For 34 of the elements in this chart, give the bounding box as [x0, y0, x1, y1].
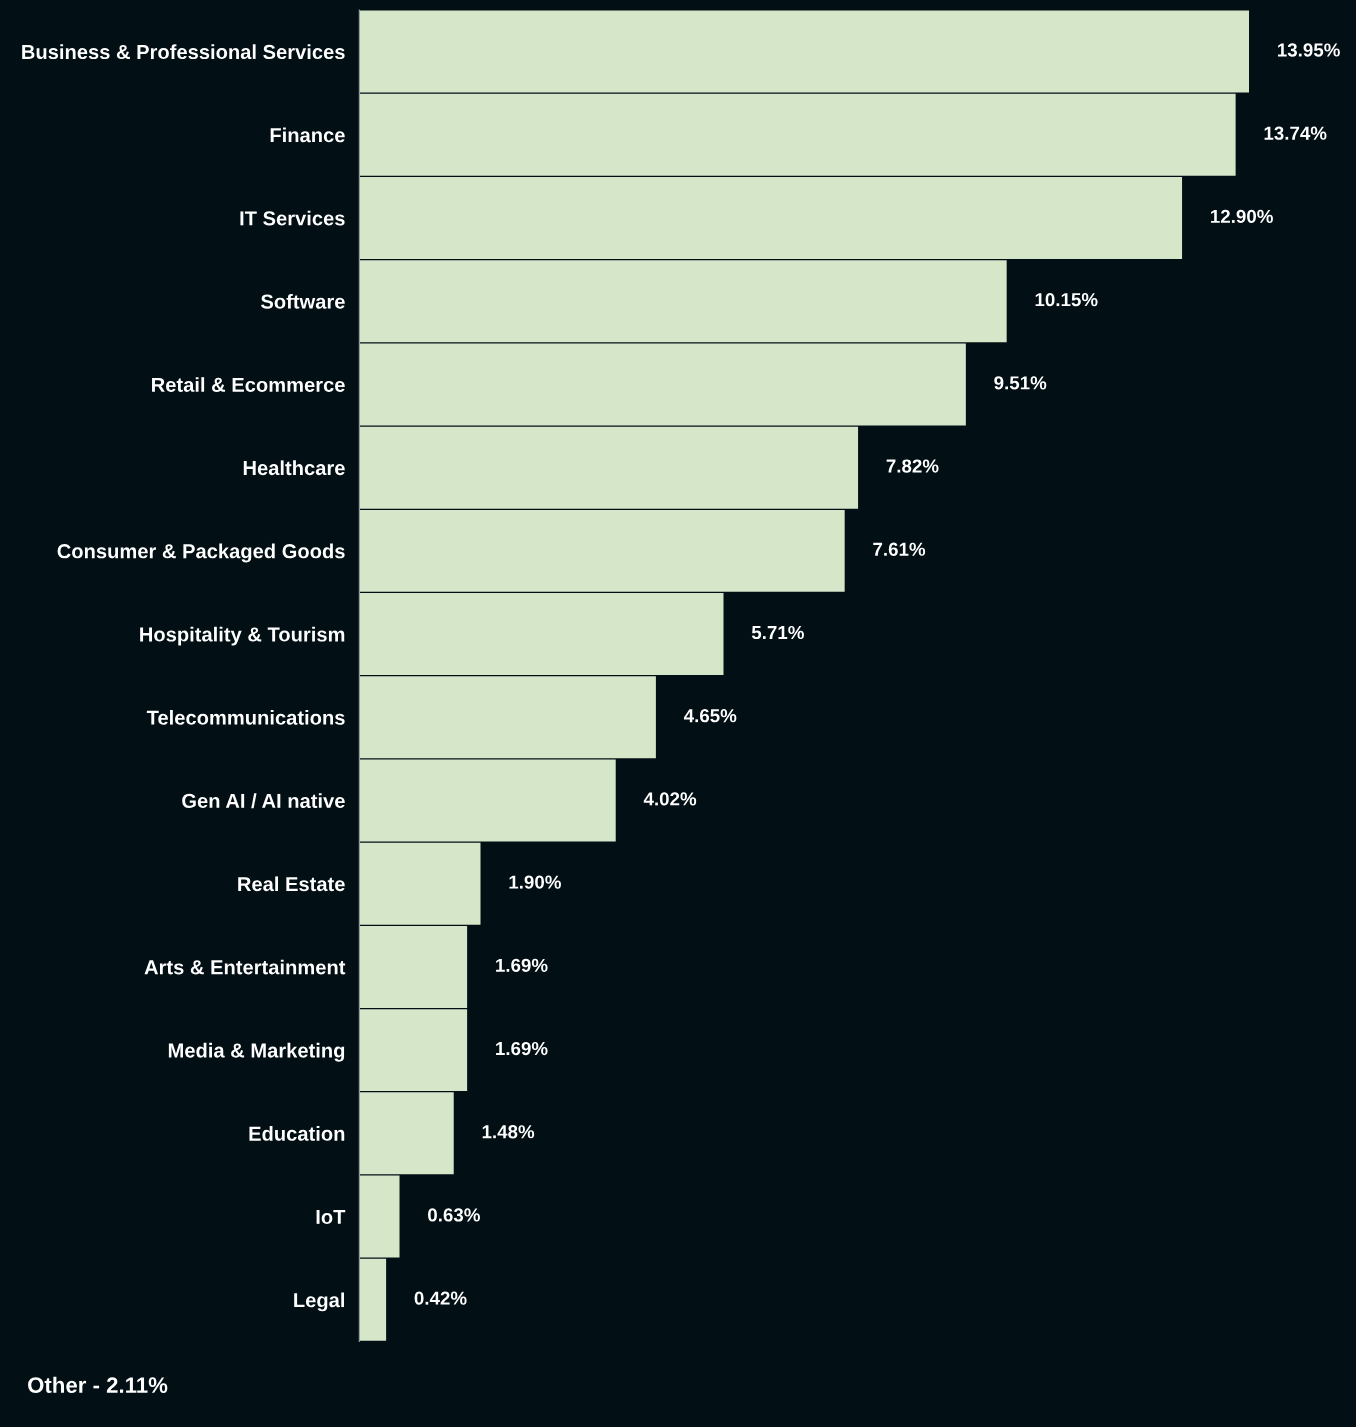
y-tick-label: Arts & Entertainment	[144, 959, 346, 975]
data-label: 1.69%	[496, 1041, 548, 1056]
data-label: 1.48%	[482, 1125, 535, 1139]
y-tick-label: Real Estate	[238, 876, 345, 892]
data-label: 4.65%	[683, 709, 737, 723]
data-label: 7.61%	[873, 542, 926, 556]
data-label: 9.51%	[994, 376, 1047, 390]
y-tick-label: Media & Marketing	[168, 1042, 345, 1062]
y-tick-label: IT Services	[240, 210, 345, 226]
text: Other - 2.11%	[28, 1376, 168, 1394]
y-tick-label: Legal	[294, 1292, 345, 1312]
data-label: 4.02%	[643, 792, 697, 806]
y-tick-label: Retail & Ecommerce	[152, 377, 345, 392]
data-label: 10.15%	[1035, 292, 1098, 307]
data-label: 0.42%	[414, 1291, 467, 1305]
y-tick-label: Healthcare	[243, 460, 345, 476]
data-label: 7.82%	[886, 459, 939, 473]
data-label: 13.74%	[1264, 126, 1327, 140]
y-tick-label: Education	[249, 1126, 345, 1141]
y-tick-label: Finance	[270, 127, 345, 143]
data-label: 13.95%	[1277, 43, 1340, 57]
data-label: 1.69%	[496, 958, 548, 972]
data-label: 1.90%	[509, 875, 561, 889]
y-tick-label: Hospitality & Tourism	[140, 626, 345, 646]
data-label: 12.90%	[1211, 209, 1273, 224]
y-tick-label: Consumer & Packaged Goods	[57, 543, 345, 563]
data-label: 5.71%	[751, 625, 804, 640]
y-tick-label: Business & Professional Services	[22, 44, 345, 60]
bar	[359, 759, 616, 842]
data-label: 0.63%	[428, 1208, 480, 1222]
y-tick-label: Software	[260, 293, 345, 309]
y-tick-label: Gen AI / AI native	[182, 793, 345, 809]
y-tick-label: Telecommunications	[146, 709, 345, 725]
y-tick-label: IoT	[316, 1210, 346, 1225]
